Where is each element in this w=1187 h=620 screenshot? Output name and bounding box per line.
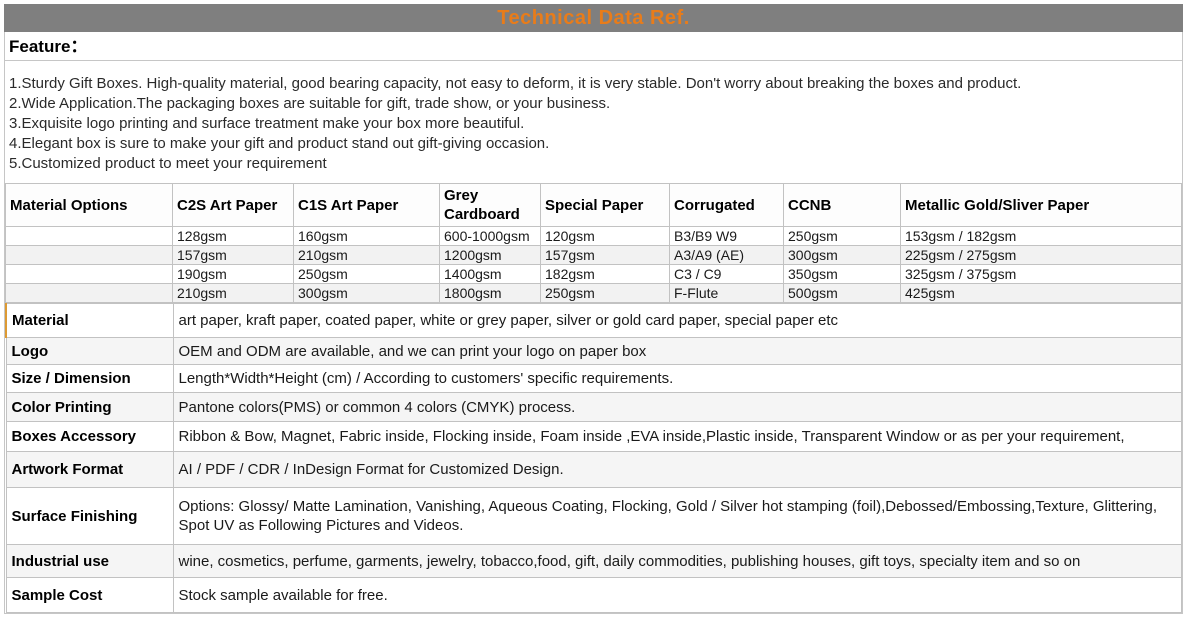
materials-header-cell: C1S Art Paper [293,183,440,227]
materials-cell [5,264,173,284]
materials-cell: 160gsm [293,226,440,246]
materials-cell: 250gsm [540,283,670,303]
spec-value: Pantone colors(PMS) or common 4 colors (… [172,392,1182,422]
spec-value: OEM and ODM are available, and we can pr… [172,337,1182,365]
materials-cell: 350gsm [783,264,901,284]
materials-cell: 250gsm [783,226,901,246]
feature-item: 2.Wide Application.The packaging boxes a… [9,95,611,112]
materials-table: Material Options C2S Art Paper C1S Art Pap… [5,183,1182,303]
materials-header-cell: Metallic Gold/Sliver Paper [900,183,1182,227]
materials-cell: 157gsm [540,245,670,265]
spec-label: Color Printing [5,392,174,422]
spec-label: Industrial use [5,544,174,578]
spec-row: Material art paper, kraft paper, coated p… [5,303,1182,338]
materials-cell: 153gsm / 182gsm [900,226,1182,246]
spec-label: Surface Finishing [5,487,174,545]
spec-label: Size / Dimension [5,364,174,393]
spec-label: Boxes Accessory [5,421,174,452]
materials-cell: A3/A9 (AE) [669,245,784,265]
spec-row: Artwork Format AI / PDF / CDR / InDesign … [5,451,1182,488]
materials-row: 210gsm 300gsm 1800gsm 250gsm F-Flute 500gsm 42… [5,283,1182,303]
spec-value: Stock sample available for free. [172,577,1182,613]
materials-cell: 325gsm / 375gsm [900,264,1182,284]
materials-cell: 1400gsm [439,264,541,284]
spec-row: Color Printing Pantone colors(PMS) or com… [5,392,1182,422]
spec-row: Logo OEM and ODM are available, and we ca… [5,337,1182,365]
banner-title: Technical Data Ref. [497,6,690,29]
materials-cell: 190gsm [172,264,294,284]
materials-header-cell: C2S Art Paper [172,183,294,227]
materials-header-cell: Grey Cardboard [439,183,541,227]
materials-cell: 600-1000gsm [439,226,541,246]
materials-cell: F-Flute [669,283,784,303]
materials-cell: B3/B9 W9 [669,226,784,246]
materials-cell [5,226,173,246]
spec-value: AI / PDF / CDR / InDesign Format for Cus… [172,451,1182,488]
feature-heading: Feature： [5,32,1182,61]
materials-cell: 1800gsm [439,283,541,303]
feature-item: 1.Sturdy Gift Boxes. High-quality materi… [9,75,1022,92]
banner: Technical Data Ref. [4,4,1183,32]
materials-cell: 120gsm [540,226,670,246]
materials-header-cell: Corrugated [669,183,784,227]
spec-row: Sample Cost Stock sample available for fr… [5,577,1182,613]
materials-cell [5,245,173,265]
materials-header-cell: CCNB [783,183,901,227]
materials-table-header: Material Options C2S Art Paper C1S Art Pap… [5,183,1182,227]
spec-label: Logo [5,337,174,365]
materials-cell: 425gsm [900,283,1182,303]
materials-cell [5,283,173,303]
materials-header-cell: Material Options [5,183,173,227]
materials-cell: 250gsm [293,264,440,284]
materials-row: 157gsm 210gsm 1200gsm 157gsm A3/A9 (AE) 300gs… [5,245,1182,265]
spec-row: Surface Finishing Options: Glossy/ Matte … [5,487,1182,545]
materials-cell: 157gsm [172,245,294,265]
sheet-body: Feature： 1.Sturdy Gift Boxes. High-quali… [4,32,1183,614]
materials-cell: 182gsm [540,264,670,284]
feature-list: 1.Sturdy Gift Boxes. High-quality materi… [5,61,1182,183]
materials-cell: 210gsm [172,283,294,303]
feature-item: 3.Exquisite logo printing and surface tr… [9,115,525,132]
spec-value: Length*Width*Height (cm) / According to … [172,364,1182,393]
materials-cell: 500gsm [783,283,901,303]
materials-cell: 1200gsm [439,245,541,265]
materials-row: 128gsm 160gsm 600-1000gsm 120gsm B3/B9 W9 250… [5,226,1182,246]
spec-row: Boxes Accessory Ribbon & Bow, Magnet, Fab… [5,421,1182,452]
feature-heading-label: Feature： [9,37,88,56]
materials-cell: 300gsm [783,245,901,265]
materials-cell: 300gsm [293,283,440,303]
materials-cell: C3 / C9 [669,264,784,284]
spec-row: Size / Dimension Length*Width*Height (cm)… [5,364,1182,393]
materials-cell: 225gsm / 275gsm [900,245,1182,265]
spec-value: art paper, kraft paper, coated paper, wh… [172,303,1182,338]
materials-cell: 210gsm [293,245,440,265]
spec-label: Artwork Format [5,451,174,488]
materials-cell: 128gsm [172,226,294,246]
feature-item: 4.Elegant box is sure to make your gift … [9,135,550,152]
spec-row: Industrial use wine, cosmetics, perfume, … [5,544,1182,578]
spec-value: Options: Glossy/ Matte Lamination, Vanis… [172,487,1182,545]
materials-header-cell: Special Paper [540,183,670,227]
materials-row: 190gsm 250gsm 1400gsm 182gsm C3 / C9 350gsm 32… [5,264,1182,284]
feature-item: 5.Customized product to meet your requir… [9,155,327,172]
spec-label: Sample Cost [5,577,174,613]
spec-label: Material [5,303,174,338]
specs-table: Material art paper, kraft paper, coated p… [5,303,1182,613]
spec-value: Ribbon & Bow, Magnet, Fabric inside, Flo… [172,421,1182,452]
spec-value: wine, cosmetics, perfume, garments, jewe… [172,544,1182,578]
specs-table-body: Material art paper, kraft paper, coated p… [5,303,1182,613]
materials-table-body: 128gsm 160gsm 600-1000gsm 120gsm B3/B9 W9 250… [5,226,1182,303]
